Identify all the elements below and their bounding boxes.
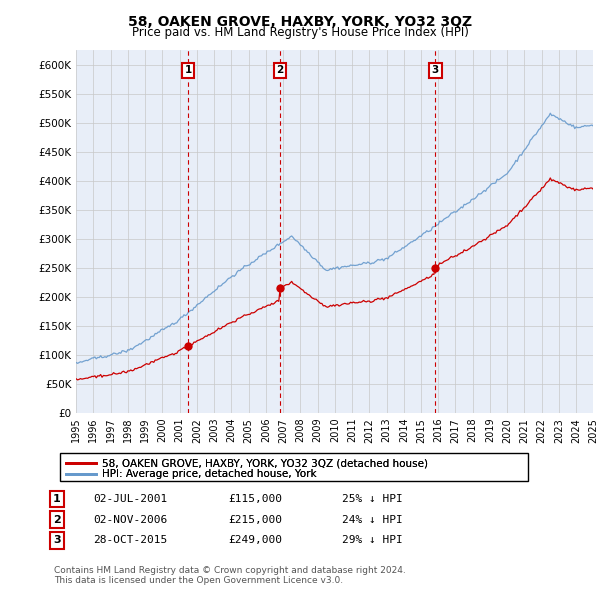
- Text: £215,000: £215,000: [228, 515, 282, 525]
- Text: 1: 1: [53, 494, 61, 504]
- Text: £115,000: £115,000: [228, 494, 282, 504]
- Text: 58, OAKEN GROVE, HAXBY, YORK, YO32 3QZ (detached house): 58, OAKEN GROVE, HAXBY, YORK, YO32 3QZ (…: [102, 458, 428, 468]
- Text: 28-OCT-2015: 28-OCT-2015: [93, 536, 167, 545]
- Text: 3: 3: [431, 65, 439, 76]
- Text: 58, OAKEN GROVE, HAXBY, YORK, YO32 3QZ (detached house): 58, OAKEN GROVE, HAXBY, YORK, YO32 3QZ (…: [102, 458, 428, 468]
- Text: 2: 2: [53, 515, 61, 525]
- Text: 02-JUL-2001: 02-JUL-2001: [93, 494, 167, 504]
- Text: £249,000: £249,000: [228, 536, 282, 545]
- Text: 3: 3: [53, 536, 61, 545]
- Text: 24% ↓ HPI: 24% ↓ HPI: [342, 515, 403, 525]
- Text: Price paid vs. HM Land Registry's House Price Index (HPI): Price paid vs. HM Land Registry's House …: [131, 26, 469, 39]
- Text: 02-NOV-2006: 02-NOV-2006: [93, 515, 167, 525]
- Text: 2: 2: [277, 65, 284, 76]
- Text: 25% ↓ HPI: 25% ↓ HPI: [342, 494, 403, 504]
- Text: Contains HM Land Registry data © Crown copyright and database right 2024.
This d: Contains HM Land Registry data © Crown c…: [54, 566, 406, 585]
- Text: HPI: Average price, detached house, York: HPI: Average price, detached house, York: [102, 469, 317, 478]
- Text: 58, OAKEN GROVE, HAXBY, YORK, YO32 3QZ: 58, OAKEN GROVE, HAXBY, YORK, YO32 3QZ: [128, 15, 472, 29]
- Text: 1: 1: [185, 65, 192, 76]
- Text: HPI: Average price, detached house, York: HPI: Average price, detached house, York: [102, 469, 317, 478]
- Text: 29% ↓ HPI: 29% ↓ HPI: [342, 536, 403, 545]
